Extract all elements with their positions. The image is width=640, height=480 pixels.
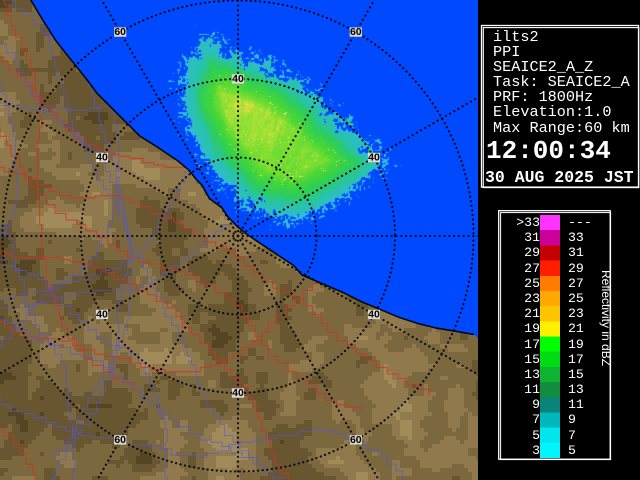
svg-text:40: 40 [232, 387, 244, 399]
svg-text:40: 40 [96, 152, 108, 164]
svg-text:40: 40 [232, 73, 244, 85]
svg-text:60: 60 [350, 26, 362, 38]
svg-text:40: 40 [368, 152, 380, 164]
svg-text:60: 60 [114, 434, 126, 446]
svg-text:60: 60 [114, 26, 126, 38]
svg-text:40: 40 [96, 309, 108, 321]
svg-text:60: 60 [350, 434, 362, 446]
svg-text:40: 40 [368, 309, 380, 321]
